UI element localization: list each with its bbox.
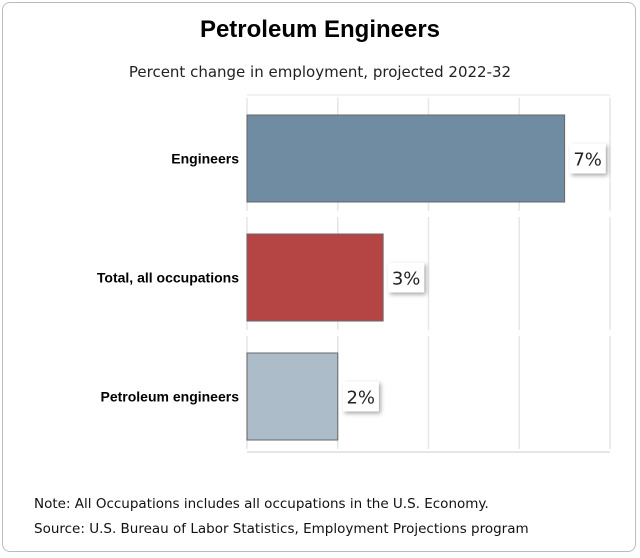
data-label: 7% bbox=[573, 150, 602, 171]
data-label-box bbox=[342, 381, 379, 412]
chart-title: Petroleum Engineers bbox=[199, 16, 441, 43]
category-label: Petroleum engineers bbox=[101, 389, 240, 405]
chart-subtitle: Percent change in employment, projected … bbox=[128, 63, 512, 81]
bar-0 bbox=[246, 114, 566, 203]
chart-source: Source: U.S. Bureau of Labor Statistics,… bbox=[34, 521, 529, 537]
data-label: 3% bbox=[392, 269, 421, 290]
category-label: Engineers bbox=[171, 151, 239, 167]
bar-1 bbox=[246, 233, 384, 322]
bar-2 bbox=[246, 352, 339, 441]
data-label-box bbox=[388, 262, 425, 293]
data-label: 2% bbox=[346, 388, 375, 409]
category-label: Total, all occupations bbox=[97, 270, 239, 286]
chart-note: Note: All Occupations includes all occup… bbox=[34, 496, 489, 512]
data-label-box bbox=[569, 143, 606, 174]
